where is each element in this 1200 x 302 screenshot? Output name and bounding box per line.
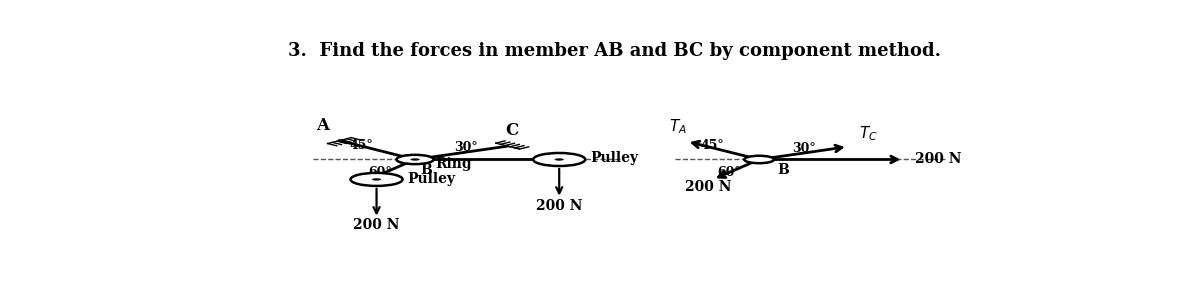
Circle shape <box>554 158 564 161</box>
Text: 200 N: 200 N <box>916 152 962 165</box>
Text: Pulley: Pulley <box>590 151 638 165</box>
Text: 45°: 45° <box>349 139 373 152</box>
Circle shape <box>744 156 774 163</box>
Text: C: C <box>505 122 518 139</box>
Text: 60°: 60° <box>718 166 742 179</box>
Circle shape <box>396 155 433 164</box>
Text: 200 N: 200 N <box>536 198 582 213</box>
Circle shape <box>533 153 586 166</box>
Text: 200 N: 200 N <box>353 218 400 233</box>
Circle shape <box>410 158 420 161</box>
Text: Ring: Ring <box>436 157 472 171</box>
Text: 45°: 45° <box>701 140 725 153</box>
Circle shape <box>372 178 382 181</box>
Text: $T_A$: $T_A$ <box>668 117 686 136</box>
Text: Pulley: Pulley <box>407 172 455 186</box>
Text: 30°: 30° <box>455 141 478 154</box>
Text: 30°: 30° <box>792 142 816 155</box>
Text: 3.  Find the forces in member AB and BC by component method.: 3. Find the forces in member AB and BC b… <box>288 42 942 60</box>
Text: B: B <box>421 163 432 177</box>
Text: A: A <box>316 117 329 134</box>
Text: 60°: 60° <box>368 166 391 179</box>
Text: 200 N: 200 N <box>685 180 732 194</box>
Text: B: B <box>778 163 790 177</box>
Circle shape <box>350 173 402 186</box>
Text: $T_C$: $T_C$ <box>859 124 877 143</box>
